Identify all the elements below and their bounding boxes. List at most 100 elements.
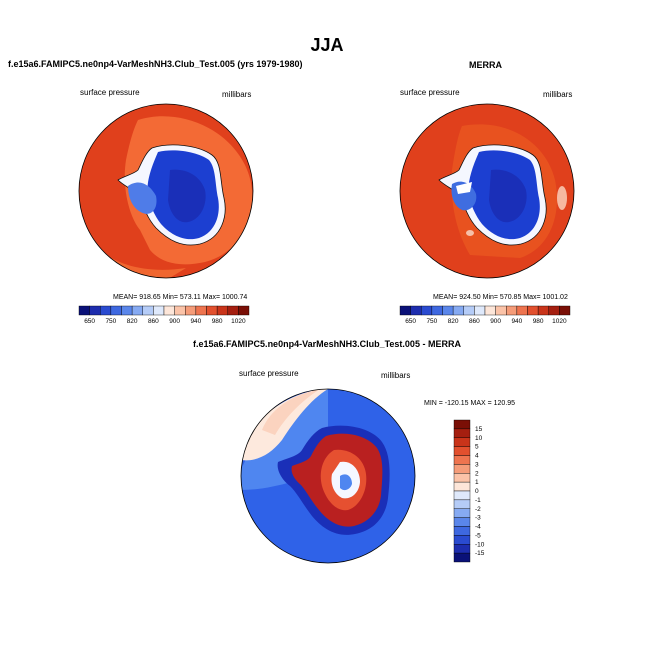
antarctic-core-1: [168, 169, 206, 223]
colorbar-3-tick-label: -15: [475, 550, 485, 557]
colorbar-3-tick-label: 15: [475, 426, 483, 433]
colorbar-1-swatch: [206, 305, 218, 316]
colorbar-3-tick-label: 0: [475, 488, 479, 495]
colorbar-3-swatch: [453, 473, 471, 483]
colorbar-2-tick-label: 650: [405, 318, 416, 325]
panel-3-units-label: millibars: [381, 371, 411, 380]
colorbar-3-swatch: [453, 481, 471, 492]
colorbar-2-swatch: [431, 305, 443, 316]
colorbar-3-swatch: [453, 499, 471, 509]
colorbar-3-swatch: [453, 428, 471, 438]
colorbar-1-tick-label: 860: [148, 318, 159, 325]
colorbar-1-tick-label: 900: [169, 318, 180, 325]
ice-shelf-white-2: [456, 182, 472, 194]
colorbar-1-swatch: [174, 305, 186, 316]
colorbar-1-tick-label: 940: [190, 318, 201, 325]
pale-spot-2: [466, 230, 474, 236]
colorbar-1-swatch: [78, 305, 90, 316]
colorbar-2-tick-label: 820: [448, 318, 459, 325]
map-panel-2: [400, 104, 574, 278]
colorbar-3-swatch: [453, 455, 471, 465]
colorbar-3-tick-label: -10: [475, 541, 485, 548]
colorbar-2-swatch: [421, 305, 433, 316]
colorbar-1-swatch: [227, 305, 239, 316]
colorbar-3-tick-label: 3: [475, 461, 479, 468]
colorbar-2-swatch: [410, 305, 422, 316]
colorbar-2-swatch: [474, 305, 486, 316]
colorbar-1-tick-label: 1020: [231, 318, 246, 325]
colorbar-2-tick-label: 750: [426, 318, 437, 325]
colorbar-panel-1: 650 750 820 860 900 940 980 1020: [78, 305, 250, 325]
colorbar-2-swatch: [537, 305, 549, 316]
colorbar-1-swatch: [110, 305, 122, 316]
coastal-band-1: [100, 256, 186, 278]
colorbar-1-swatch: [131, 305, 143, 316]
colorbar-3-tick-label: -3: [475, 515, 481, 522]
panel-2-variable-label: surface pressure: [400, 88, 460, 97]
antarctic-core-2: [489, 169, 527, 223]
colorbar-3-tick-label: -5: [475, 532, 481, 539]
panel-1-stats: MEAN= 918.65 Min= 573.11 Max= 1000.74: [113, 294, 248, 301]
map-border-2: [399, 103, 575, 279]
colorbar-1-swatch: [142, 305, 154, 316]
colorbar-3-swatch: [453, 446, 471, 456]
colorbar-3-tick-label: 2: [475, 470, 479, 477]
colorbar-3-tick-label: -2: [475, 506, 481, 513]
colorbar-2-swatch: [442, 305, 454, 316]
panel-1-title: f.e15a6.FAMIPC5.ne0np4-VarMeshNH3.Club_T…: [8, 59, 303, 69]
panel-3-variable-label: surface pressure: [239, 369, 299, 378]
colorbar-3-swatch: [453, 437, 471, 447]
colorbar-2-swatch: [559, 305, 571, 316]
colorbar-2-swatch: [484, 305, 496, 316]
panel-1-units-label: millibars: [222, 90, 252, 99]
antarctic-west-1: [128, 182, 157, 214]
panel-1-variable-label: surface pressure: [80, 88, 140, 97]
colorbar-2-tick-label: 860: [469, 318, 480, 325]
colorbar-1-swatch: [121, 305, 133, 316]
colorbar-2-swatch: [506, 305, 518, 316]
colorbar-2-tick-label: 940: [511, 318, 522, 325]
colorbar-1-tick-label: 820: [127, 318, 138, 325]
colorbar-3-tick-label: -4: [475, 524, 481, 531]
colorbar-2-tick-label: 980: [533, 318, 544, 325]
colorbar-2-swatch: [495, 305, 507, 316]
colorbar-2-swatch: [399, 305, 411, 316]
colorbar-1-swatch: [163, 305, 175, 316]
colorbar-2-swatch: [548, 305, 560, 316]
colorbar-3-tick-label: 4: [475, 453, 479, 460]
colorbar-1-tick-label: 750: [105, 318, 116, 325]
colorbar-2-swatch: [527, 305, 539, 316]
colorbar-2-tick-label: 1020: [552, 318, 567, 325]
colorbar-3-swatch: [453, 552, 471, 563]
colorbar-panel-2: 650 750 820 860 900 940 980 1020: [399, 305, 571, 325]
difference-blue-speck: [340, 474, 352, 491]
pale-patch-2: [557, 186, 567, 210]
colorbar-3-tick-label: -1: [475, 497, 481, 504]
panel-3-title: f.e15a6.FAMIPC5.ne0np4-VarMeshNH3.Club_T…: [193, 339, 461, 349]
panel-2-title: MERRA: [469, 60, 502, 70]
difference-pale-patch: [241, 389, 328, 461]
difference-pale-inner: [262, 389, 320, 435]
colorbar-1-swatch: [195, 305, 207, 316]
colorbar-1-swatch: [153, 305, 165, 316]
colorbar-2-swatch: [516, 305, 528, 316]
colorbar-3-swatch: [453, 517, 471, 527]
figure-title: JJA: [310, 35, 344, 55]
colorbar-3-swatch: [453, 526, 471, 536]
colorbar-3-swatch: [453, 508, 471, 518]
colorbar-2-tick-label: 900: [490, 318, 501, 325]
colorbar-3-tick-label: 10: [475, 435, 483, 442]
colorbar-3-tick-label: 5: [475, 444, 479, 451]
panel-2-stats: MEAN= 924.50 Min= 570.85 Max= 1001.02: [433, 294, 568, 301]
colorbar-1-tick-label: 980: [212, 318, 223, 325]
colorbar-3-tick-label: 1: [475, 479, 479, 486]
panel-2-units-label: millibars: [543, 90, 573, 99]
colorbar-3-swatch: [453, 464, 471, 474]
map-panel-1: [79, 104, 253, 278]
panel-3-stats: MIN = -120.15 MAX = 120.95: [424, 400, 516, 407]
colorbar-3-swatch: [453, 419, 471, 430]
map-panel-3: [241, 389, 415, 563]
